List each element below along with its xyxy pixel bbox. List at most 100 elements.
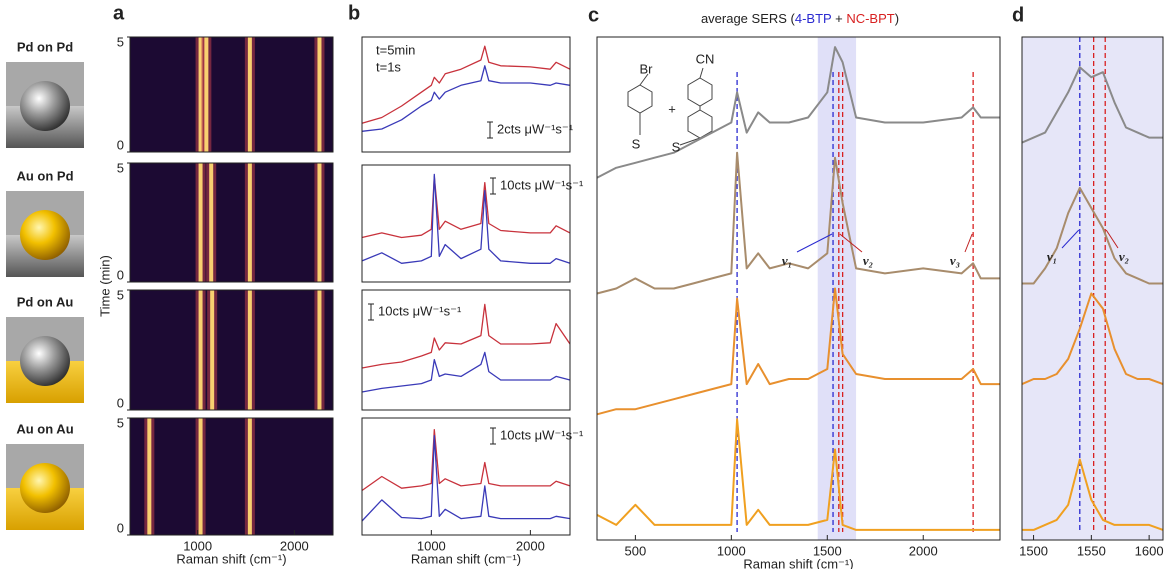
plot-frame	[129, 417, 334, 536]
sample-sphere	[20, 336, 70, 386]
spectrum-line	[361, 176, 571, 239]
scale-label: 10cts μW⁻¹s⁻¹	[500, 427, 584, 442]
title-part: 4-BTP	[795, 11, 832, 26]
y-tick-label: 0	[117, 395, 124, 410]
y-tick-label: 0	[117, 520, 124, 535]
plot-frame	[361, 164, 571, 283]
heatmap-stripe	[198, 418, 203, 535]
structure-label: Br	[640, 61, 654, 76]
title-part: )	[895, 11, 899, 26]
panel	[130, 163, 333, 282]
spectrum-line	[361, 65, 571, 132]
legend-label: t=5min	[376, 42, 415, 57]
panel-letter: c	[588, 4, 599, 26]
heatmap-stripe	[210, 290, 215, 410]
spectrum-line	[596, 418, 1000, 531]
scale-bar	[487, 121, 493, 139]
heatmap-stripe	[247, 290, 252, 410]
panel	[361, 303, 571, 393]
mode-label: ν₃	[950, 253, 960, 268]
x-tick-label: 1600	[1135, 543, 1164, 558]
legend-label: t=1s	[376, 59, 401, 74]
plot-frame	[361, 36, 571, 153]
spectrum-line	[1022, 292, 1164, 386]
mode-arrow	[796, 233, 833, 253]
panel-letter: b	[348, 2, 360, 24]
mode-arrow	[839, 233, 863, 253]
panel-title: average SERS (4-BTP + NC-BPT)	[701, 11, 899, 26]
panel	[1022, 37, 1164, 540]
x-tick-label: 1550	[1077, 543, 1106, 558]
structure-label: CN	[696, 51, 715, 66]
sample-label: Au on Au	[16, 421, 73, 436]
panel-letter: a	[113, 2, 125, 24]
title-part: +	[831, 11, 846, 26]
y-tick-label: 5	[117, 415, 124, 430]
panel	[130, 290, 333, 410]
panel	[596, 37, 1000, 540]
plot-frame	[596, 36, 1001, 541]
spectrum-line	[596, 151, 1000, 295]
heatmap-background	[130, 163, 333, 282]
mode-label: ν₁	[1047, 249, 1057, 264]
spectrum-line	[596, 46, 1000, 179]
x-tick-label: 1000	[417, 538, 446, 553]
y-tick-label: 0	[117, 137, 124, 152]
spectrum-line	[1022, 186, 1163, 285]
sample-label: Pd on Au	[17, 294, 74, 309]
heatmap-stripe	[198, 163, 203, 282]
y-tick-label: 5	[117, 287, 124, 302]
mode-label: ν₁	[782, 253, 792, 268]
mode-arrow	[1105, 229, 1119, 249]
heatmap-stripe	[209, 163, 214, 282]
spectrum-line	[596, 287, 1000, 416]
structure-label: +	[668, 101, 676, 116]
structure-label: S	[632, 136, 641, 151]
x-tick-label: 1500	[813, 543, 842, 558]
x-axis-label: Raman shift (cm⁻¹)	[743, 556, 853, 569]
heatmap-stripe	[317, 163, 322, 282]
y-tick-label: 5	[117, 34, 124, 49]
x-tick-label: 500	[625, 543, 647, 558]
panel	[361, 429, 571, 522]
y-tick-label: 0	[117, 267, 124, 282]
sample-label: Pd on Pd	[17, 39, 73, 54]
spectrum-line	[361, 303, 571, 369]
x-tick-label: 2000	[280, 538, 309, 553]
x-tick-label: 1000	[183, 538, 212, 553]
heatmap-stripe	[147, 418, 152, 535]
scale-label: 10cts μW⁻¹s⁻¹	[378, 303, 462, 318]
sample-sphere	[20, 81, 70, 131]
mode-arrow	[1061, 229, 1080, 249]
x-tick-label: 2000	[516, 538, 545, 553]
mode-label: ν₂	[1119, 249, 1129, 264]
y-tick-label: 5	[117, 160, 124, 175]
plot-frame	[129, 162, 334, 283]
shaded-band	[817, 37, 857, 540]
scale-bar	[490, 427, 496, 445]
spectrum-line	[361, 429, 571, 492]
panel	[130, 37, 333, 152]
shaded-region	[1022, 37, 1163, 540]
spectrum-line	[361, 351, 571, 393]
spectrum-line	[361, 173, 571, 264]
mode-arrow	[964, 233, 973, 253]
panel-letter: d	[1012, 4, 1024, 26]
heatmap-stripe	[198, 290, 203, 410]
heatmap-stripe	[247, 418, 252, 535]
plot-frame	[361, 289, 571, 411]
scale-label: 2cts μW⁻¹s⁻¹	[497, 121, 574, 136]
x-tick-label: 2000	[909, 543, 938, 558]
x-tick-label: 1000	[717, 543, 746, 558]
sample-sphere	[20, 463, 70, 513]
heatmap-stripe	[317, 290, 322, 410]
spectrum-line	[361, 45, 571, 124]
heatmap-stripe	[247, 163, 252, 282]
scale-bar	[368, 303, 374, 321]
spectrum-line	[1022, 458, 1164, 531]
panel	[361, 173, 571, 264]
sample-label: Au on Pd	[16, 168, 73, 183]
heatmap-stripe	[247, 37, 252, 152]
structure-label: S	[672, 139, 681, 154]
